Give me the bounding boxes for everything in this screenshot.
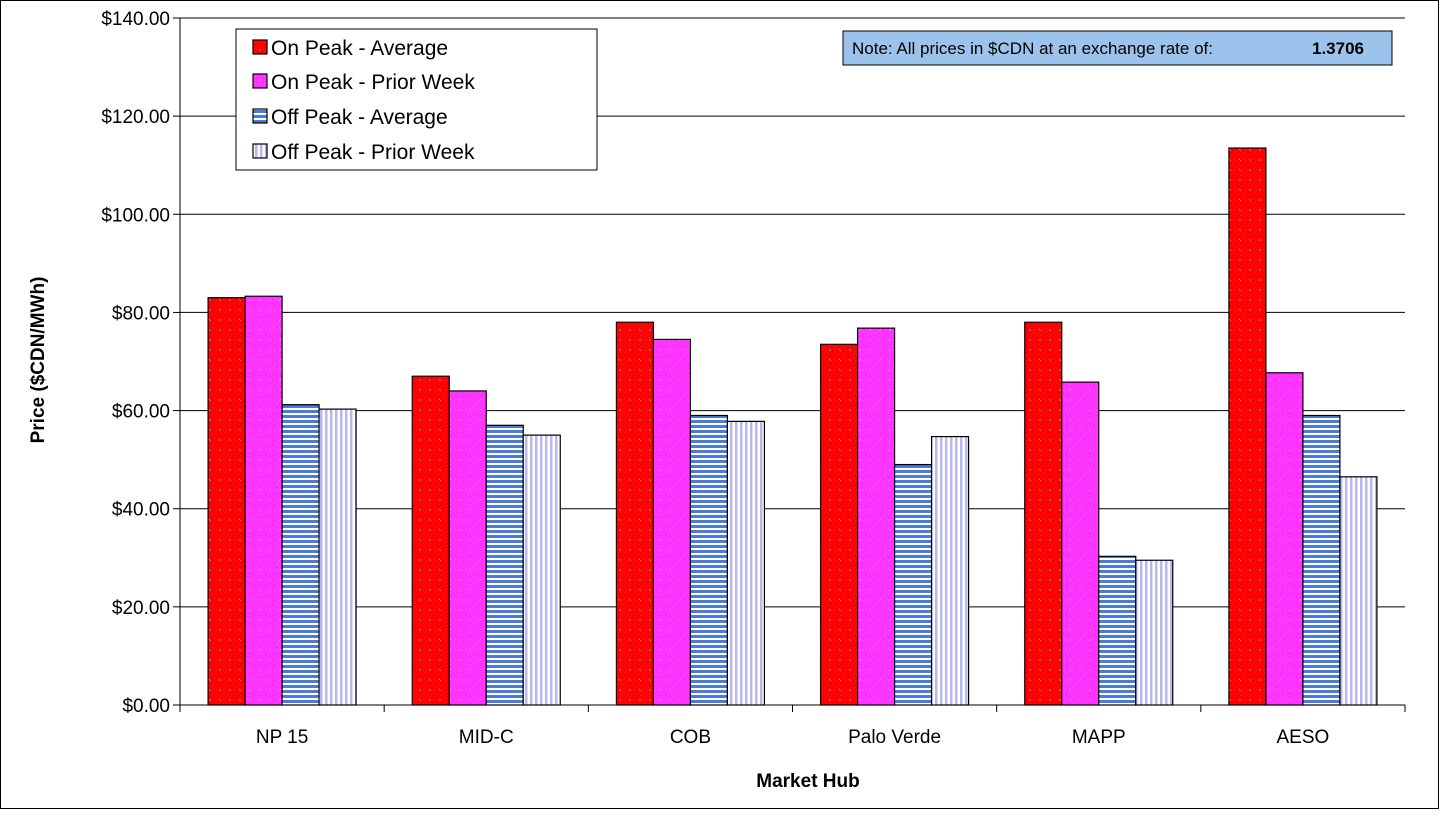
bars [207,147,1378,706]
legend-label: Off Peak - Prior Week [271,141,475,164]
bar [318,408,357,706]
y-tick-label: $120.00 [101,107,170,128]
legend-label: Off Peak - Average [271,106,448,129]
legend-swatch [252,143,268,159]
bar [244,295,283,706]
legend-swatch [252,73,268,89]
bar [1339,476,1378,706]
bar [207,297,246,706]
bar [856,327,896,706]
legend-label: On Peak - Prior Week [271,71,475,94]
bar [652,338,692,706]
x-tick-label: NP 15 [256,727,308,748]
bar [689,414,729,706]
y-tick-label: $20.00 [112,598,170,619]
bar [726,420,766,706]
bar [448,390,487,706]
legend-swatch [252,39,268,55]
bar [411,375,450,706]
y-tick-label: $40.00 [112,500,170,521]
y-tick-label: $80.00 [112,303,170,324]
axis-labels: $0.00 $20.00 $40.00 $60.00 $80.00 $100.00 $120… [101,9,1329,748]
bar [1024,321,1063,706]
bar [485,424,524,706]
x-tick-label: COB [670,727,711,748]
bar [930,435,970,706]
note-text: Note: All prices in $CDN at an exchange … [852,39,1213,58]
bar [1098,555,1137,706]
legend-label: On Peak - Average [271,37,448,60]
y-tick-label: $140.00 [101,9,170,30]
x-tick-label: MID-C [459,727,514,748]
bar [1135,559,1174,706]
x-axis-title: Market Hub [756,771,859,792]
y-tick-label: $0.00 [122,696,170,717]
bar [819,343,859,706]
bar [281,404,320,706]
note-box [842,30,1393,66]
bar [1265,372,1304,706]
gridlines [180,17,1405,608]
exchange-rate-note: Note: All prices in $CDN at an exchange … [842,30,1393,66]
y-tick-label: $60.00 [112,402,170,423]
bar [1061,381,1100,706]
bar [615,321,655,706]
legend-swatch [252,108,268,124]
bar [1302,414,1341,706]
note-rate-value: 1.3706 [1312,39,1364,58]
y-axis-title: Price ($CDN/MWh) [28,277,49,444]
x-tick-label: AESO [1277,727,1330,748]
legend: On Peak - Average On Peak - Prior Week Off… [235,28,598,171]
x-tick-label: MAPP [1072,727,1126,748]
bar [522,434,561,706]
bar [1228,147,1267,706]
axes [173,17,1406,712]
x-tick-label: Palo Verde [848,727,941,748]
legend-box [235,28,598,171]
bar [893,463,933,706]
y-tick-label: $100.00 [101,205,170,226]
